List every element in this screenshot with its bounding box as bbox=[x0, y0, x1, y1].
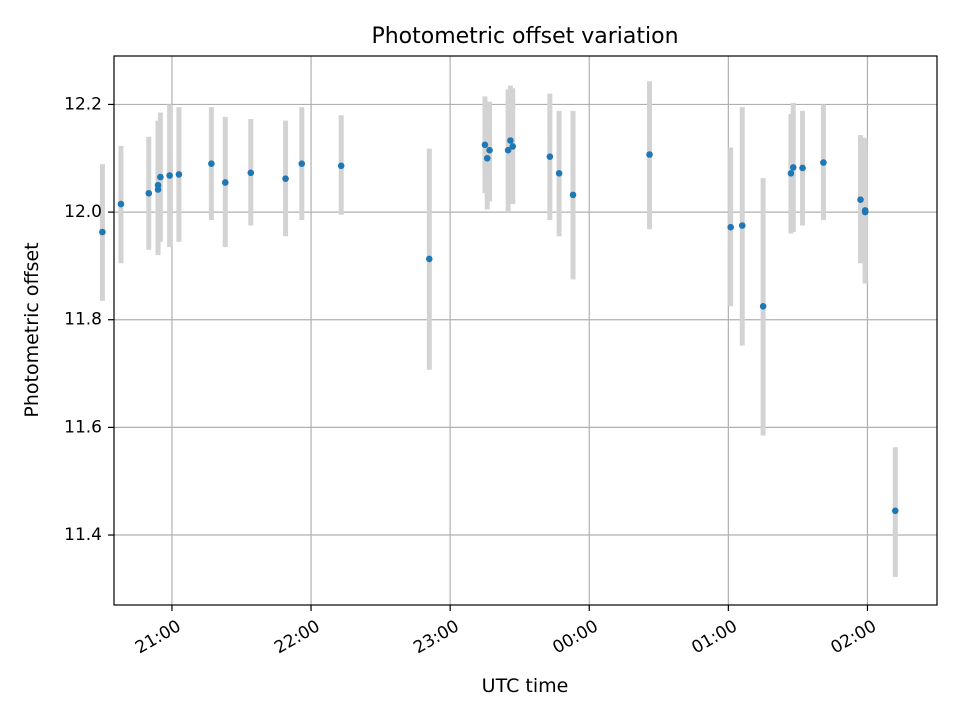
data-point bbox=[298, 160, 306, 167]
data-points bbox=[99, 137, 899, 515]
data-point bbox=[646, 151, 653, 158]
data-point bbox=[175, 171, 183, 178]
data-point bbox=[117, 200, 125, 208]
plot-area bbox=[114, 56, 937, 605]
data-point bbox=[820, 159, 827, 166]
data-point bbox=[425, 255, 433, 263]
data-point bbox=[799, 164, 806, 172]
data-point bbox=[504, 146, 512, 154]
data-point bbox=[221, 179, 229, 186]
data-point bbox=[145, 189, 153, 197]
data-point bbox=[509, 143, 517, 150]
data-point bbox=[787, 170, 795, 177]
data-point bbox=[569, 191, 577, 199]
data-point bbox=[154, 181, 162, 189]
grid-lines bbox=[114, 56, 937, 605]
data-point bbox=[483, 154, 491, 162]
y-tick-label: 12.2 bbox=[64, 94, 102, 114]
data-point bbox=[738, 222, 746, 229]
data-point bbox=[546, 153, 554, 160]
data-point bbox=[861, 208, 869, 216]
y-tick-label: 11.4 bbox=[64, 525, 102, 545]
y-tick-label: 11.6 bbox=[64, 417, 102, 437]
data-point bbox=[555, 170, 563, 177]
data-point bbox=[481, 141, 489, 149]
data-point bbox=[208, 160, 215, 167]
data-point bbox=[507, 137, 514, 144]
data-point bbox=[247, 169, 255, 177]
data-point bbox=[337, 162, 345, 170]
y-tick-label: 11.8 bbox=[64, 310, 102, 330]
plot-frame bbox=[113, 55, 938, 606]
y-axis-label: Photometric offset bbox=[21, 242, 43, 417]
y-tick-label: 12.0 bbox=[64, 202, 102, 222]
chart-title: Photometric offset variation bbox=[371, 24, 678, 49]
y-axis-ticks: 11.4 11.6 11.8 12.0 12.2 bbox=[64, 94, 114, 545]
data-point bbox=[99, 228, 106, 236]
data-point bbox=[789, 164, 797, 171]
data-point bbox=[166, 172, 173, 179]
data-point bbox=[727, 223, 734, 231]
data-point bbox=[157, 173, 164, 181]
data-point bbox=[857, 196, 864, 204]
x-axis-label: UTC time bbox=[482, 675, 569, 697]
data-point bbox=[282, 175, 289, 183]
data-point bbox=[486, 146, 493, 154]
data-point bbox=[759, 302, 767, 310]
data-point bbox=[891, 507, 899, 515]
